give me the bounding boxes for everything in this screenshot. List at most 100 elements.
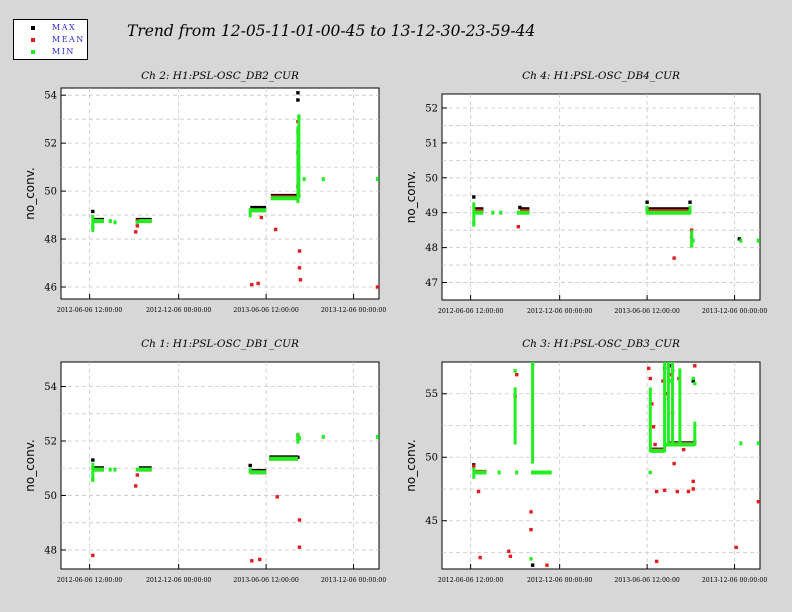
x-tick-label: 2013-12-06 00:00:00 [321,577,386,584]
series-min-span [513,387,517,445]
series-min-point [669,379,673,383]
y-tick-label: 45 [425,516,438,527]
page-title: Trend from 12-05-11-01-00-45 to 13-12-30… [127,22,536,40]
legend-item-max: MAX [14,23,89,35]
legend-item-min: MIN [14,47,89,59]
series-min-run [491,210,495,215]
x-tick-label: 2013-06-06 12:00:00 [233,307,298,314]
series-mean-point [545,563,549,567]
y-axis-label: no_conv. [404,439,418,491]
y-tick-label: 51 [425,138,438,149]
series-min-span [297,114,301,199]
x-tick-label: 2012-12-06 00:00:00 [527,308,592,315]
series-mean-point [691,479,695,484]
series-min-run [473,210,484,215]
chart-title: Ch 3: H1:PSL-OSC_DB3_CUR [522,338,680,350]
series-max-point [91,209,95,214]
chart-title: Ch 2: H1:PSL-OSC_DB2_CUR [141,70,299,82]
series-min-span [690,230,694,245]
series-mean-point [516,224,521,229]
series-min-span [693,421,697,446]
series-min-span [248,468,252,474]
x-tick-label: 2013-06-06 12:00:00 [233,577,298,584]
x-tick-label: 2012-06-06 12:00:00 [438,577,503,584]
series-max-point [296,98,300,102]
series-min-run [473,470,487,475]
series-mean-point [297,518,302,522]
series-mean-point [669,372,673,377]
series-min-run [270,196,298,201]
series-mean-point [681,447,686,452]
series-max-point [691,379,695,383]
series-min-run [515,470,519,475]
series-max-point [296,91,300,95]
series-mean-point [756,499,760,504]
series-mean-point [250,282,254,287]
y-tick-label: 52 [44,436,57,447]
series-min-point [693,381,697,386]
series-mean-point [476,489,481,494]
y-tick-label: 52 [44,139,57,150]
series-mean-point [507,549,511,553]
series-mean-point [135,473,140,477]
series-mean-point [648,376,652,381]
series-mean-point [672,256,676,260]
series-min-run [499,210,503,215]
series-min-point [91,477,95,481]
chart-title: Ch 4: H1:PSL-OSC_DB4_CUR [522,70,680,82]
data-layer [91,91,379,289]
data-layer [472,362,760,567]
series-min-run [647,210,691,215]
series-min-span [472,202,476,227]
y-axis-label: no_conv. [23,167,37,219]
series-mean-point [734,545,738,550]
series-min-run [138,219,152,224]
series-min-run [519,210,530,215]
plot-area [60,361,380,570]
series-min-run [756,441,760,446]
chart-panel-4: 45 50 55 2012-06-06 12:00:00 2012-12-06 00:0… [404,338,767,584]
series-mean-point [686,489,691,494]
series-min-point [297,167,301,172]
x-tick-label: 2013-12-06 00:00:00 [702,577,767,584]
series-mean-point [661,379,665,383]
chart-panel-3: 48 50 52 54 2012-06-06 12:00:00 2012-12-06 00… [23,338,386,584]
series-min-span [678,368,682,445]
series-mean-point [654,559,659,564]
series-min-point [296,437,300,442]
series-min-point [91,225,95,229]
y-tick-label: 52 [425,103,438,114]
series-min-point [513,369,517,373]
y-tick-label: 50 [425,453,438,464]
series-mean-point [662,488,667,492]
series-min-span [472,467,476,479]
series-mean-point [529,510,533,514]
y-tick-label: 49 [425,208,438,219]
series-min-run [108,467,112,472]
y-tick-label: 50 [44,187,57,198]
legend-item-mean: MEAN [14,35,89,47]
series-min-span [91,215,95,232]
series-mean-point [693,364,697,368]
series-min-run [756,238,760,243]
series-max-point [645,200,649,204]
series-min-run [108,219,112,224]
x-tick-label: 2012-06-06 12:00:00 [57,307,122,314]
series-mean-point [654,489,659,494]
series-max-point [91,458,95,462]
series-min-run [739,441,743,446]
plot-area [60,87,380,300]
series-mean-point [91,553,95,558]
series-min-run [250,208,267,213]
series-mean-point [134,230,138,234]
series-min-point [530,362,535,367]
series-mean-point [675,489,680,494]
series-mean-point [650,402,654,406]
series-mean-point [275,495,279,499]
y-tick-label: 54 [44,91,57,102]
series-mean-point [472,464,476,468]
x-tick-label: 2013-12-06 00:00:00 [321,307,386,314]
y-axis-label: no_conv. [404,171,418,223]
series-min-point [296,129,300,133]
